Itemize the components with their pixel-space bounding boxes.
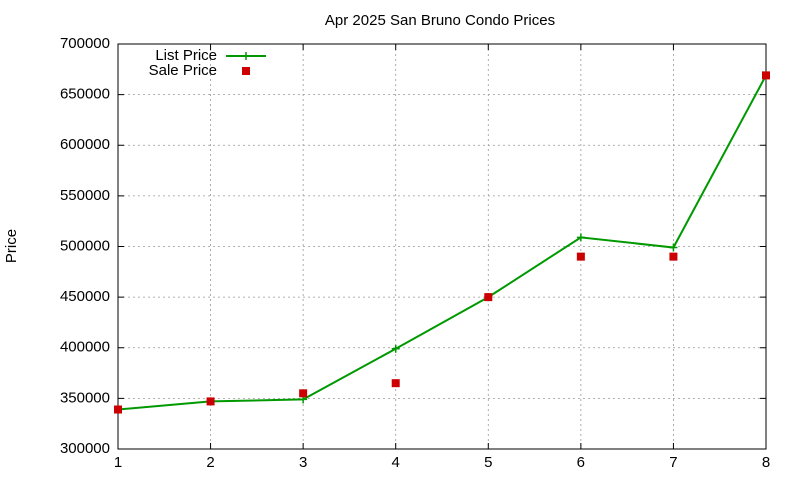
x-tick-label: 4 <box>392 454 400 471</box>
y-tick-label: 600000 <box>60 136 110 153</box>
x-tick-label: 7 <box>669 454 677 471</box>
point-marker <box>391 344 400 353</box>
legend-swatch <box>242 52 250 60</box>
point-marker <box>484 293 493 302</box>
point-marker <box>206 397 215 406</box>
legend-label: List Price <box>155 47 217 64</box>
point-marker <box>299 389 308 398</box>
y-tick-label: 450000 <box>60 288 110 305</box>
point-marker <box>576 233 585 242</box>
x-tick-label: 8 <box>762 454 770 471</box>
point-marker <box>391 379 400 388</box>
series-line <box>117 74 767 411</box>
y-tick-label: 650000 <box>60 86 110 103</box>
point-marker <box>669 243 678 252</box>
y-tick-label: 700000 <box>60 35 110 52</box>
y-tick-label: 350000 <box>60 389 110 406</box>
x-tick-label: 3 <box>299 454 307 471</box>
y-tick-label: 550000 <box>60 187 110 204</box>
chart-title: Apr 2025 San Bruno Condo Prices <box>325 12 555 29</box>
point-marker <box>576 252 585 261</box>
legend-label: Sale Price <box>149 62 217 79</box>
x-tick-label: 1 <box>114 454 122 471</box>
point-marker <box>114 405 122 414</box>
point-marker <box>762 71 770 80</box>
x-tick-label: 6 <box>577 454 585 471</box>
y-axis-label: Price <box>3 229 20 263</box>
point-marker <box>669 252 678 261</box>
y-tick-label: 500000 <box>60 237 110 254</box>
plot-border <box>117 43 767 450</box>
x-tick-label: 5 <box>484 454 492 471</box>
y-tick-label: 400000 <box>60 339 110 356</box>
y-tick-label: 300000 <box>60 440 110 457</box>
legend-swatch <box>242 67 250 75</box>
x-tick-label: 2 <box>206 454 214 471</box>
